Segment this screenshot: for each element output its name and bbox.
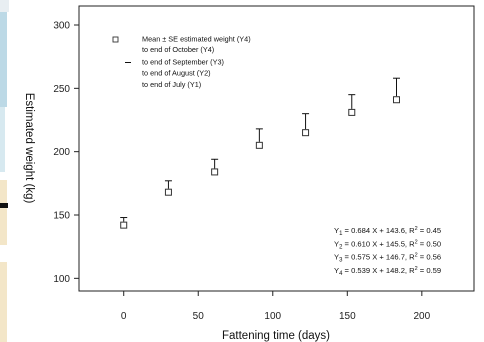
x-tick-label: 150 bbox=[339, 311, 356, 322]
y-axis-ticks: 100 150 200 250 300 bbox=[53, 21, 79, 285]
legend-line-4: to end of August (Y2) bbox=[142, 69, 211, 78]
x-axis-ticks: 0 50 100 150 200 bbox=[121, 291, 431, 322]
data-point bbox=[255, 141, 263, 149]
legend-line-1: Mean ± SE estimated weight (Y4) bbox=[142, 35, 251, 44]
page-edge-strip bbox=[0, 0, 9, 342]
equation-2: Y2 = 0.610 X + 145.5, R2 = 0.50 bbox=[334, 239, 441, 250]
data-point bbox=[211, 168, 219, 176]
data-point bbox=[348, 108, 356, 116]
data-point bbox=[302, 129, 310, 137]
y-tick-label: 300 bbox=[53, 21, 70, 32]
equation-3: Y3 = 0.575 X + 146.7, R2 = 0.56 bbox=[334, 253, 441, 264]
x-tick-label: 200 bbox=[413, 311, 430, 322]
data-points bbox=[120, 77, 400, 229]
y-tick-label: 150 bbox=[53, 211, 70, 222]
y-tick-label: 100 bbox=[53, 274, 70, 285]
data-point bbox=[164, 188, 172, 196]
y-tick-label: 250 bbox=[53, 84, 70, 95]
data-point bbox=[392, 96, 400, 104]
legend-line-5: to end of July (Y1) bbox=[142, 80, 201, 89]
equation-1: Y1 = 0.684 X + 143.6, R2 = 0.45 bbox=[334, 226, 441, 237]
equation-4: Y4 = 0.539 X + 148.2, R2 = 0.59 bbox=[334, 266, 441, 277]
legend-line-2: to end of October (Y4) bbox=[142, 45, 214, 54]
regression-equations: Y1 = 0.684 X + 143.6, R2 = 0.45 Y2 = 0.61… bbox=[334, 226, 441, 277]
x-tick-label: 0 bbox=[121, 311, 127, 322]
legend-square-marker bbox=[112, 36, 119, 43]
plot-frame bbox=[78, 5, 475, 292]
x-axis-label: Fattening time (days) bbox=[222, 330, 330, 342]
data-point bbox=[120, 221, 128, 229]
y-tick-label: 200 bbox=[53, 147, 70, 158]
legend-line-3: to end of September (Y3) bbox=[142, 58, 224, 67]
y-axis-label: Estimated weight (kg) bbox=[23, 93, 35, 204]
x-tick-label: 100 bbox=[264, 311, 281, 322]
legend: Mean ± SE estimated weight (Y4) to end o… bbox=[112, 35, 251, 89]
x-tick-label: 50 bbox=[193, 311, 205, 322]
